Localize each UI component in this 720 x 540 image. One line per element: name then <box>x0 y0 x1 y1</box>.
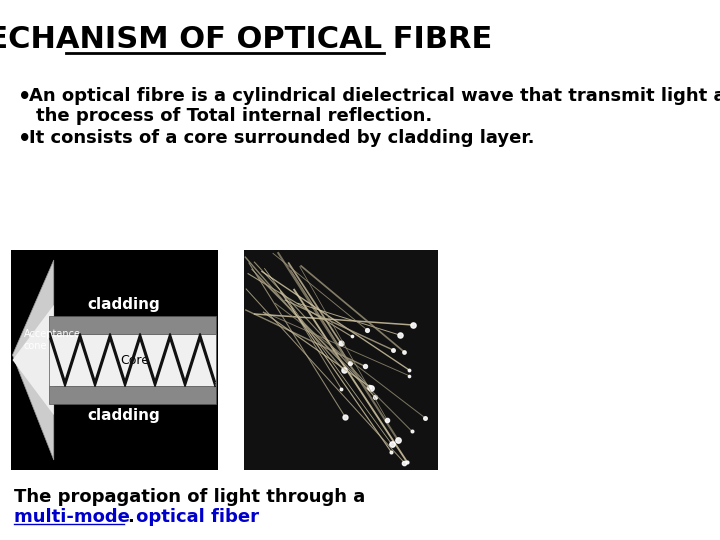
Bar <box>244 250 438 470</box>
Text: cladding: cladding <box>87 408 160 423</box>
Text: The propagation of light through a: The propagation of light through a <box>14 488 366 506</box>
Text: An optical fibre is a cylindrical dielectrical wave that transmit light along it: An optical fibre is a cylindrical dielec… <box>29 87 720 105</box>
Bar <box>49 387 216 404</box>
Text: the process of Total internal reflection.: the process of Total internal reflection… <box>36 107 433 125</box>
Bar <box>49 315 216 334</box>
Polygon shape <box>12 305 54 415</box>
Bar <box>49 334 216 387</box>
Text: It consists of a core surrounded by cladding layer.: It consists of a core surrounded by clad… <box>29 129 534 147</box>
Text: •: • <box>17 87 31 107</box>
Text: •: • <box>17 129 31 149</box>
Bar <box>12 250 217 470</box>
Text: Acceptance
cone: Acceptance cone <box>24 329 81 351</box>
Polygon shape <box>12 260 54 460</box>
Text: Core: Core <box>120 354 150 367</box>
Text: .: . <box>127 508 134 526</box>
Text: MECHANISM OF OPTICAL FIBRE: MECHANISM OF OPTICAL FIBRE <box>0 25 492 55</box>
Text: cladding: cladding <box>87 297 160 312</box>
Text: multi-mode optical fiber: multi-mode optical fiber <box>14 508 259 526</box>
